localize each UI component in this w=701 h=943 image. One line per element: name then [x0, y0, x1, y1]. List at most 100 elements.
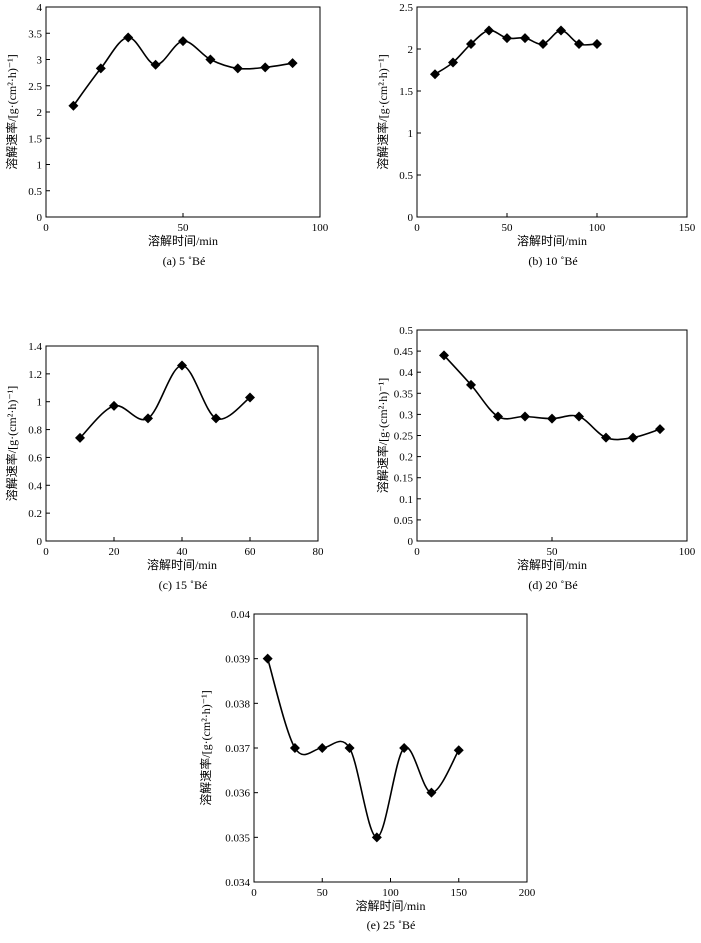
y-tick-label: 0.6 — [28, 452, 42, 464]
data-point — [426, 787, 437, 798]
data-point — [232, 63, 243, 74]
y-tick-label: 0.1 — [399, 494, 413, 506]
data-point — [538, 38, 548, 49]
x-tick-label: 60 — [245, 546, 257, 558]
y-tick-label: 0.2 — [399, 452, 413, 464]
y-tick-label: 1 — [408, 128, 414, 140]
y-tick-label: 3.5 — [28, 28, 42, 40]
data-point — [430, 69, 440, 80]
series-line — [434, 29, 598, 75]
x-tick-label: 150 — [451, 887, 468, 899]
data-point — [289, 743, 300, 753]
data-point — [484, 25, 494, 36]
x-tick-label: 50 — [547, 546, 559, 558]
caption-b: (b) 10 ˚Bé — [528, 254, 578, 268]
x-tick-label: 0 — [251, 887, 257, 899]
data-point — [592, 38, 602, 49]
y-axis-title: 溶解速率/[g·(cm²·h)⁻¹] — [4, 54, 19, 170]
data-point — [628, 432, 638, 443]
data-point — [601, 432, 611, 443]
y-tick-label: 0.039 — [225, 654, 250, 666]
y-axis-title: 溶解速率/[g·(cm²·h)⁻¹] — [375, 378, 390, 494]
x-tick-label: 200 — [519, 887, 536, 899]
y-axis-title: 溶解速率/[g·(cm²·h)⁻¹] — [4, 386, 19, 502]
y-tick-label: 0.15 — [394, 473, 414, 485]
x-tick-label: 40 — [177, 546, 189, 558]
y-tick-label: 0.2 — [28, 508, 42, 520]
data-point — [655, 424, 665, 435]
data-point — [178, 36, 188, 47]
y-tick-label: 0.35 — [394, 388, 414, 400]
data-point — [466, 379, 476, 390]
x-tick-label: 0 — [414, 546, 420, 558]
y-tick-label: 0.037 — [225, 743, 250, 755]
x-axis-title: 溶解时间/min — [148, 233, 218, 248]
y-tick-label: 0.5 — [399, 325, 413, 337]
data-point — [150, 59, 161, 70]
caption-d: (d) 20 ˚Bé — [528, 578, 578, 592]
data-point — [205, 54, 216, 65]
y-axis-title: 溶解速率/[g·(cm²·h)⁻¹] — [375, 54, 390, 170]
data-point — [260, 62, 271, 73]
y-tick-label: 1.5 — [28, 133, 42, 145]
data-point — [574, 38, 584, 49]
x-tick-label: 50 — [317, 887, 329, 899]
x-tick-label: 0 — [43, 222, 49, 234]
x-axis-title: 溶解时间/min — [147, 557, 217, 572]
y-tick-label: 0.8 — [28, 425, 42, 437]
y-tick-label: 1.2 — [28, 369, 42, 381]
y-tick-label: 0.4 — [28, 480, 42, 492]
caption-c: (c) 15 ˚Bé — [158, 578, 208, 592]
x-tick-label: 100 — [312, 222, 329, 234]
x-tick-label: 50 — [502, 222, 514, 234]
data-point — [123, 32, 134, 43]
data-point — [95, 63, 106, 74]
y-tick-label: 0.038 — [225, 698, 250, 710]
x-axis-title: 溶解时间/min — [355, 898, 425, 913]
data-point — [399, 743, 410, 753]
x-tick-label: 100 — [679, 546, 696, 558]
y-tick-label: 2.5 — [28, 81, 42, 93]
data-point — [439, 350, 449, 361]
plot-frame — [416, 6, 688, 218]
data-point — [547, 413, 557, 424]
x-tick-label: 150 — [679, 222, 696, 234]
data-point — [493, 411, 503, 422]
data-point — [177, 360, 187, 371]
data-point — [520, 411, 530, 422]
x-tick-label: 0 — [43, 546, 49, 558]
data-point — [344, 743, 355, 753]
y-tick-label: 0.034 — [225, 877, 250, 889]
data-point — [574, 411, 584, 422]
data-point — [211, 413, 221, 424]
data-point — [143, 413, 153, 424]
data-point — [556, 25, 566, 36]
y-tick-label: 0.04 — [231, 609, 251, 621]
x-tick-label: 50 — [178, 222, 190, 234]
data-point — [466, 38, 476, 49]
y-tick-label: 0 — [408, 212, 414, 224]
caption-e: (e) 25 ˚Bé — [366, 918, 416, 932]
data-point — [68, 100, 79, 111]
data-point — [75, 432, 85, 443]
y-tick-label: 0 — [37, 536, 43, 548]
y-tick-label: 0.45 — [394, 346, 414, 358]
data-point — [262, 653, 273, 664]
x-tick-label: 100 — [589, 222, 606, 234]
data-point — [520, 33, 530, 44]
y-tick-label: 0.5 — [399, 170, 413, 182]
y-tick-label: 0 — [408, 536, 414, 548]
x-tick-label: 20 — [109, 546, 121, 558]
y-tick-label: 0 — [37, 212, 43, 224]
y-axis-title: 溶解速率/[g·(cm²·h)⁻¹] — [198, 690, 213, 806]
y-tick-label: 2.5 — [399, 2, 413, 14]
y-tick-label: 0.4 — [399, 367, 413, 379]
y-tick-label: 2 — [37, 107, 43, 119]
